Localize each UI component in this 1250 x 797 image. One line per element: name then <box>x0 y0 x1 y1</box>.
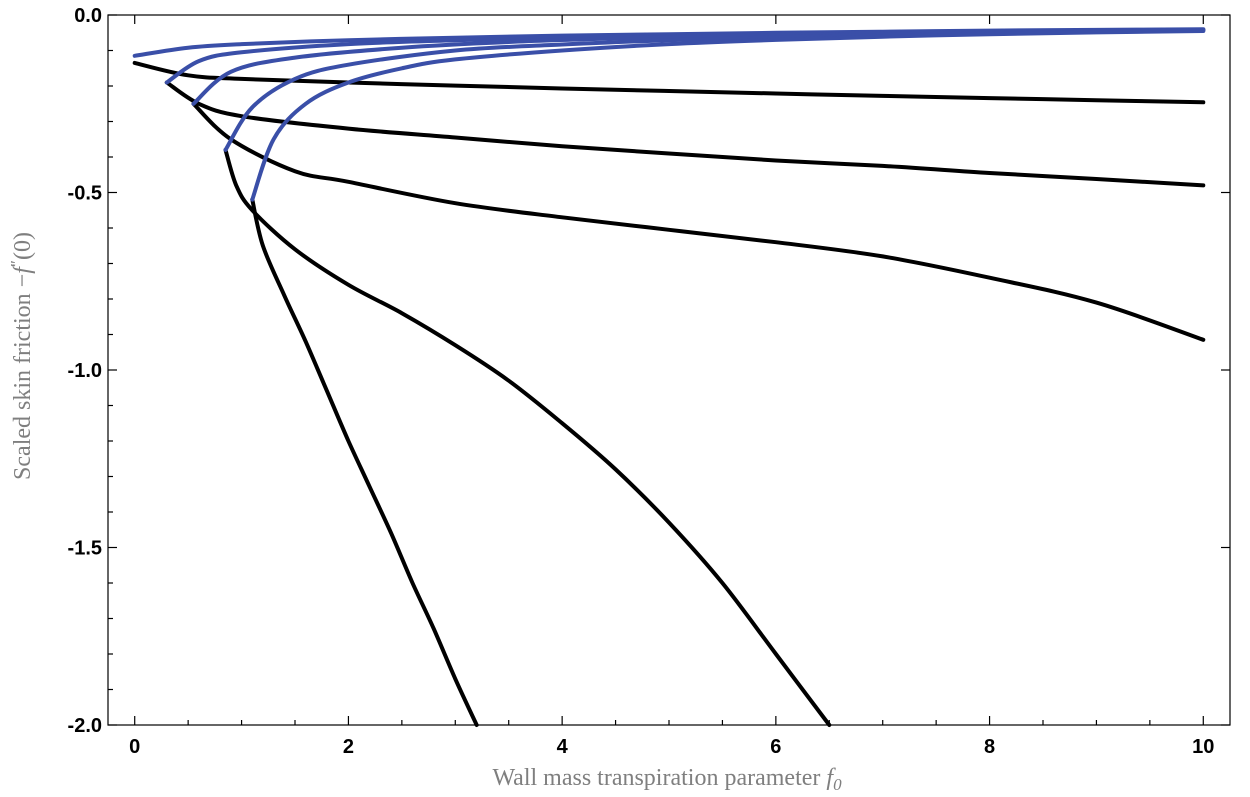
y-axis-title-text: Scaled skin friction − <box>10 274 36 480</box>
y-axis-title-prime: ″ <box>7 260 26 267</box>
y-axis-title: Scaled skin friction −f″(0) <box>7 232 36 480</box>
series-line-lower-1 <box>132 60 1206 105</box>
y-tick-label: 0.0 <box>74 5 102 27</box>
series-line-lower-2 <box>164 80 1206 188</box>
x-axis-title-sub: 0 <box>833 775 842 794</box>
series-line-lower-5 <box>250 197 479 727</box>
x-tick-label: 6 <box>770 736 781 758</box>
series-line-upper-10 <box>250 29 1206 202</box>
x-axis-title-var: f <box>826 765 836 791</box>
series-line-lower-4 <box>223 147 832 727</box>
x-tick-label: 10 <box>1192 736 1214 758</box>
series-line-lower-3 <box>191 101 1206 342</box>
y-tick-label: -0.5 <box>68 183 102 205</box>
y-tick-label: -1.0 <box>68 360 102 382</box>
x-tick-label: 0 <box>129 736 140 758</box>
y-axis-title-arg: (0) <box>10 232 36 260</box>
axes-layer: 0 2 4 6 8 10 0.0 -0.5 -1.0 -1.5 -2.0 <box>68 5 1231 758</box>
x-axis-title-text: Wall mass transpiration parameter <box>492 765 826 791</box>
y-tick-label: -2.0 <box>68 715 102 737</box>
x-tick-label: 8 <box>984 736 995 758</box>
y-tick-label: -1.5 <box>68 538 102 560</box>
x-axis-title: Wall mass transpiration parameter f0 <box>492 765 842 794</box>
y-axis-title-var: f <box>10 264 36 274</box>
x-tick-label: 2 <box>343 736 354 758</box>
series-layer <box>132 27 1206 727</box>
x-tick-label: 4 <box>557 736 569 758</box>
